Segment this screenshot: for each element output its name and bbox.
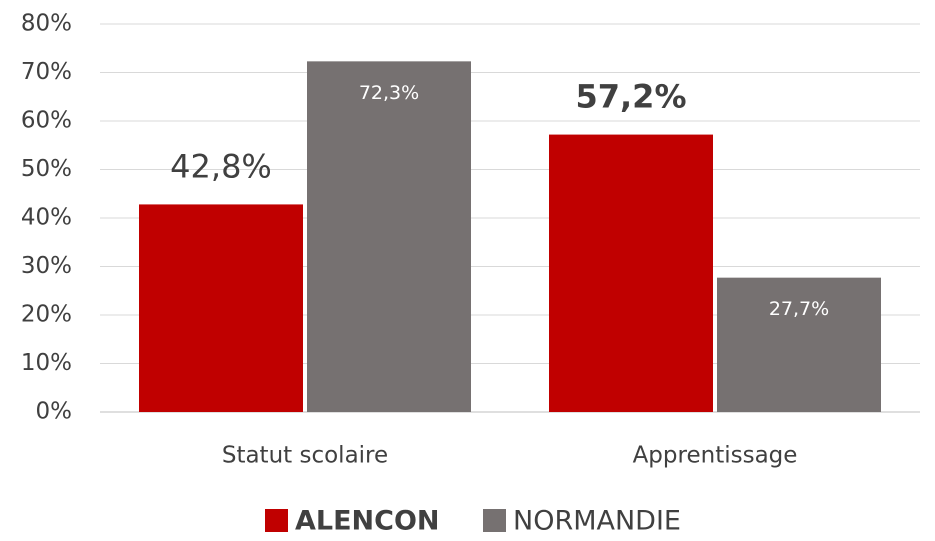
y-tick-label: 70%: [21, 59, 72, 85]
bar: [717, 277, 881, 412]
y-tick-label: 60%: [21, 108, 72, 134]
y-tick-label: 10%: [21, 350, 72, 376]
legend-label: NORMANDIE: [513, 506, 681, 537]
x-tick-label: Statut scolaire: [222, 443, 388, 469]
y-tick-label: 30%: [21, 253, 72, 279]
legend-swatch: [265, 509, 288, 532]
legend-swatch: [483, 509, 506, 532]
data-label: 57,2%: [575, 78, 686, 116]
y-tick-label: 80%: [21, 11, 72, 37]
bar: [307, 61, 471, 412]
y-tick-label: 0%: [36, 399, 73, 425]
data-label: 42,8%: [170, 147, 272, 185]
data-label: 27,7%: [769, 298, 829, 320]
data-label: 72,3%: [359, 82, 419, 104]
bar: [549, 134, 713, 412]
y-tick-label: 50%: [21, 156, 72, 182]
y-tick-label: 20%: [21, 302, 72, 328]
x-tick-label: Apprentissage: [633, 443, 798, 469]
bar: [139, 204, 303, 412]
legend-label: ALENCON: [295, 506, 440, 537]
y-tick-label: 40%: [21, 205, 72, 231]
